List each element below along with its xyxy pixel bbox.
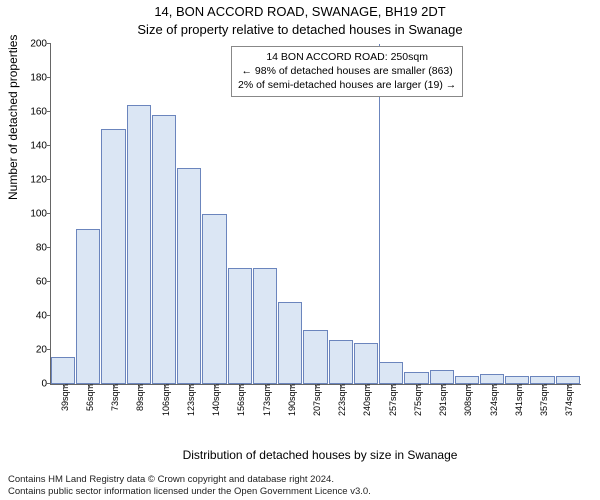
bar bbox=[202, 214, 226, 384]
y-tick-label: 40 bbox=[36, 311, 51, 322]
x-tick-mark bbox=[568, 384, 569, 388]
bar bbox=[430, 370, 454, 384]
y-tick-label: 20 bbox=[36, 345, 51, 356]
x-tick-label: 56sqm bbox=[85, 384, 95, 411]
infobox-line1: 14 BON ACCORD ROAD: 250sqm bbox=[238, 50, 456, 64]
bar bbox=[228, 268, 252, 384]
x-tick-label: 275sqm bbox=[413, 384, 423, 416]
bar bbox=[480, 374, 504, 384]
y-tick-mark bbox=[47, 247, 51, 248]
x-tick-label: 73sqm bbox=[110, 384, 120, 411]
x-tick-label: 308sqm bbox=[463, 384, 473, 416]
bar bbox=[329, 340, 353, 384]
chart-title-line1: 14, BON ACCORD ROAD, SWANAGE, BH19 2DT bbox=[0, 4, 600, 19]
bar bbox=[177, 168, 201, 384]
x-tick-label: 89sqm bbox=[135, 384, 145, 411]
x-tick-label: 123sqm bbox=[186, 384, 196, 416]
y-axis-label: Number of detached properties bbox=[6, 35, 20, 200]
x-tick-label: 357sqm bbox=[539, 384, 549, 416]
y-tick-label: 120 bbox=[30, 175, 51, 186]
x-tick-mark bbox=[366, 384, 367, 388]
bar bbox=[455, 376, 479, 385]
bar bbox=[556, 376, 580, 385]
x-tick-mark bbox=[89, 384, 90, 388]
x-tick-mark bbox=[442, 384, 443, 388]
y-tick-label: 80 bbox=[36, 243, 51, 254]
y-tick-mark bbox=[47, 145, 51, 146]
bar bbox=[278, 302, 302, 384]
y-tick-mark bbox=[47, 349, 51, 350]
attribution: Contains HM Land Registry data © Crown c… bbox=[8, 474, 371, 498]
y-tick-mark bbox=[47, 213, 51, 214]
bar bbox=[379, 362, 403, 384]
y-tick-mark bbox=[47, 179, 51, 180]
bar bbox=[404, 372, 428, 384]
x-tick-mark bbox=[139, 384, 140, 388]
x-axis-label: Distribution of detached houses by size … bbox=[50, 448, 590, 462]
y-tick-label: 60 bbox=[36, 277, 51, 288]
x-tick-label: 140sqm bbox=[211, 384, 221, 416]
infobox-line3: 2% of semi-detached houses are larger (1… bbox=[238, 78, 456, 92]
y-tick-mark bbox=[47, 43, 51, 44]
x-tick-mark bbox=[240, 384, 241, 388]
y-tick-label: 140 bbox=[30, 141, 51, 152]
x-tick-mark bbox=[417, 384, 418, 388]
x-tick-mark bbox=[165, 384, 166, 388]
y-tick-mark bbox=[47, 315, 51, 316]
y-tick-label: 100 bbox=[30, 209, 51, 220]
x-tick-mark bbox=[316, 384, 317, 388]
x-tick-label: 106sqm bbox=[161, 384, 171, 416]
infobox-line2: ← 98% of detached houses are smaller (86… bbox=[238, 64, 456, 78]
attribution-line1: Contains HM Land Registry data © Crown c… bbox=[8, 474, 371, 486]
y-tick-label: 0 bbox=[41, 379, 51, 390]
y-tick-label: 200 bbox=[30, 39, 51, 50]
x-tick-mark bbox=[266, 384, 267, 388]
x-tick-mark bbox=[543, 384, 544, 388]
y-tick-mark bbox=[47, 111, 51, 112]
x-tick-mark bbox=[64, 384, 65, 388]
chart-container: 14, BON ACCORD ROAD, SWANAGE, BH19 2DT S… bbox=[0, 0, 600, 500]
x-tick-mark bbox=[467, 384, 468, 388]
x-tick-mark bbox=[392, 384, 393, 388]
bar bbox=[253, 268, 277, 384]
bar bbox=[530, 376, 554, 385]
y-tick-mark bbox=[47, 281, 51, 282]
attribution-line2: Contains public sector information licen… bbox=[8, 486, 371, 498]
plot-area: 14 BON ACCORD ROAD: 250sqm ← 98% of deta… bbox=[50, 44, 581, 385]
x-tick-mark bbox=[291, 384, 292, 388]
x-tick-label: 173sqm bbox=[262, 384, 272, 416]
bar bbox=[354, 343, 378, 384]
x-tick-label: 156sqm bbox=[236, 384, 246, 416]
x-tick-mark bbox=[518, 384, 519, 388]
x-tick-label: 324sqm bbox=[489, 384, 499, 416]
x-tick-label: 223sqm bbox=[337, 384, 347, 416]
bar bbox=[51, 357, 75, 384]
bar bbox=[152, 115, 176, 384]
chart-title-line2: Size of property relative to detached ho… bbox=[0, 22, 600, 37]
x-tick-label: 374sqm bbox=[564, 384, 574, 416]
bar bbox=[127, 105, 151, 384]
x-tick-label: 39sqm bbox=[60, 384, 70, 411]
y-tick-label: 180 bbox=[30, 73, 51, 84]
bar bbox=[505, 376, 529, 385]
x-tick-mark bbox=[215, 384, 216, 388]
x-tick-mark bbox=[190, 384, 191, 388]
x-tick-mark bbox=[493, 384, 494, 388]
x-tick-label: 257sqm bbox=[388, 384, 398, 416]
y-tick-mark bbox=[47, 77, 51, 78]
x-tick-label: 190sqm bbox=[287, 384, 297, 416]
bar bbox=[76, 229, 100, 384]
x-tick-label: 291sqm bbox=[438, 384, 448, 416]
x-tick-label: 240sqm bbox=[362, 384, 372, 416]
y-tick-label: 160 bbox=[30, 107, 51, 118]
x-tick-mark bbox=[341, 384, 342, 388]
bar bbox=[303, 330, 327, 384]
x-tick-mark bbox=[114, 384, 115, 388]
y-tick-mark bbox=[47, 383, 51, 384]
x-tick-label: 207sqm bbox=[312, 384, 322, 416]
info-box: 14 BON ACCORD ROAD: 250sqm ← 98% of deta… bbox=[231, 46, 463, 97]
x-tick-label: 341sqm bbox=[514, 384, 524, 416]
bar bbox=[101, 129, 125, 384]
